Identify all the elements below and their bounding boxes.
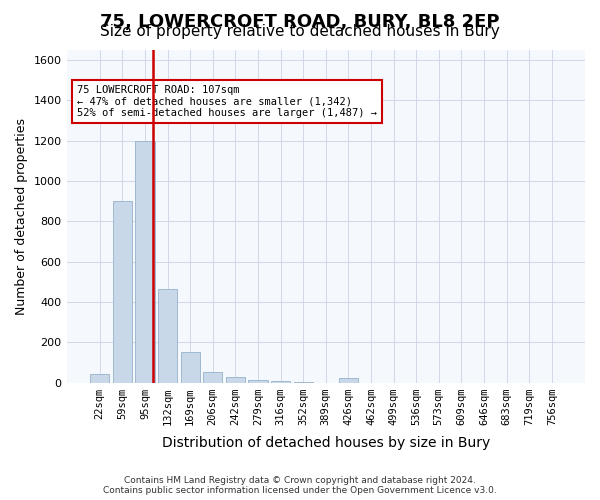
Bar	[248, 380, 268, 382]
Bar	[226, 378, 245, 382]
Bar	[136, 140, 155, 382]
Text: 75 LOWERCROFT ROAD: 107sqm
← 47% of detached houses are smaller (1,342)
52% of s: 75 LOWERCROFT ROAD: 107sqm ← 47% of deta…	[77, 85, 377, 118]
Bar	[339, 378, 358, 382]
Bar	[271, 380, 290, 382]
Bar	[90, 374, 109, 382]
X-axis label: Distribution of detached houses by size in Bury: Distribution of detached houses by size …	[161, 436, 490, 450]
Text: 75, LOWERCROFT ROAD, BURY, BL8 2EP: 75, LOWERCROFT ROAD, BURY, BL8 2EP	[100, 12, 500, 30]
Bar	[203, 372, 223, 382]
Text: Size of property relative to detached houses in Bury: Size of property relative to detached ho…	[100, 24, 500, 39]
Text: Contains HM Land Registry data © Crown copyright and database right 2024.
Contai: Contains HM Land Registry data © Crown c…	[103, 476, 497, 495]
Y-axis label: Number of detached properties: Number of detached properties	[15, 118, 28, 315]
Bar	[181, 352, 200, 382]
Bar	[158, 289, 177, 382]
Bar	[113, 201, 132, 382]
